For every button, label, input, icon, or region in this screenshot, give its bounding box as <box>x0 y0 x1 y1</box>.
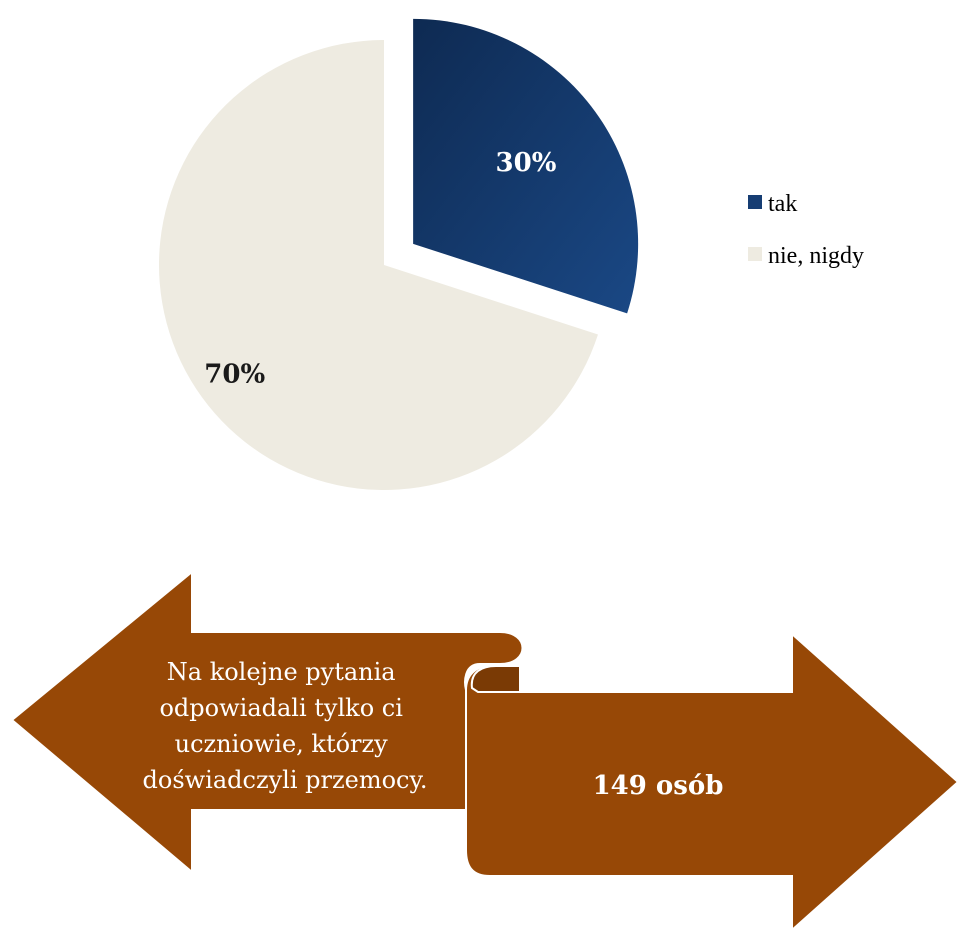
pie-data-labels: 30% 70% <box>204 148 556 390</box>
legend-label-nie-nigdy: nie, nigdy <box>768 243 864 269</box>
right-arrow-text: 149 osób <box>593 771 724 801</box>
right-arrow-shape <box>465 631 960 933</box>
data-label-nie-nigdy: 70% <box>204 359 265 389</box>
left-arrow-line-2: odpowiadali tylko ci <box>159 694 403 722</box>
legend-swatch-nie-nigdy <box>748 247 762 261</box>
left-arrow-text: Na kolejne pytania odpowiadali tylko ci … <box>143 658 428 794</box>
right-arrow: 149 osób <box>465 631 960 933</box>
pie-slice-nie-nigdy <box>159 40 598 490</box>
left-arrow-line-3: uczniowie, którzy <box>175 730 389 758</box>
legend-swatch-tak <box>748 195 762 209</box>
left-arrow-line-4: doświadczyli przemocy. <box>143 766 428 794</box>
pie-slices <box>159 18 639 490</box>
pie-slice-tak <box>413 18 639 314</box>
legend: tak nie, nigdy <box>748 191 864 269</box>
left-arrow: Na kolejne pytania odpowiadali tylko ci … <box>10 569 524 875</box>
data-label-tak: 30% <box>496 148 557 178</box>
left-arrow-shape <box>10 569 524 875</box>
legend-label-tak: tak <box>768 191 797 217</box>
ribbon-fold <box>470 665 521 693</box>
left-arrow-line-1: Na kolejne pytania <box>167 658 396 686</box>
